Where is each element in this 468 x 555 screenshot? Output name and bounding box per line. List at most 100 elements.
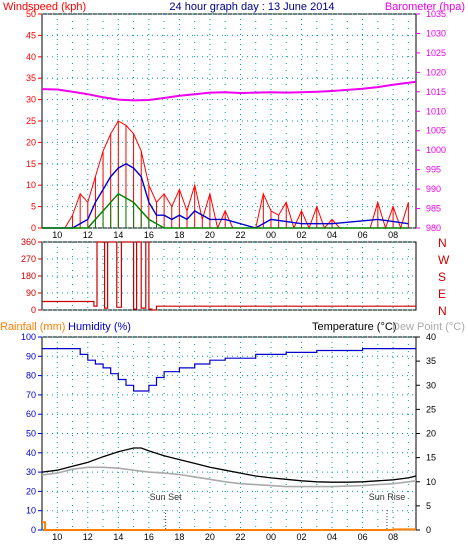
y2-tick-label: 980	[426, 223, 441, 233]
y-tick-label: 5	[31, 202, 36, 212]
series-humidity	[42, 348, 416, 392]
y2-tick-label: 1000	[426, 145, 446, 155]
x-tick-label: 02	[297, 532, 307, 542]
temperature-axis-title: Temperature (°C)	[312, 321, 396, 333]
annotation-label: Sun Rise	[369, 492, 406, 502]
y2-tick-label: 15	[426, 453, 436, 463]
y2-tick-label: 1030	[426, 28, 446, 38]
x-tick-label: 16	[144, 230, 154, 240]
y2-tick-label: 990	[426, 184, 441, 194]
y-tick-label: 90	[26, 351, 36, 361]
y2-tick-label: 1025	[426, 48, 446, 58]
y-tick-label: 15	[26, 159, 36, 169]
y-tick-label: 30	[26, 95, 36, 105]
y-tick-label: 40	[26, 52, 36, 62]
y-tick-label: 180	[21, 271, 36, 281]
x-tick-label: 18	[174, 532, 184, 542]
x-tick-label: 16	[144, 532, 154, 542]
panel-frame	[41, 241, 417, 311]
y-tick-label: 50	[26, 9, 36, 19]
dewpoint-axis-title: Dew Point (°C)	[392, 321, 465, 333]
rainfall-axis-title: Rainfall (mm)	[0, 321, 65, 333]
y2-tick-label: 25	[426, 404, 436, 414]
y2-tick-label: 10	[426, 477, 436, 487]
x-tick-label: 14	[113, 532, 123, 542]
series-low	[42, 192, 409, 229]
wind-barometer-panel: 0510152025303540455098098599099510001005…	[26, 9, 446, 240]
compass-label: N	[438, 304, 447, 318]
y-tick-label: 30	[26, 467, 36, 477]
series-temperature	[41, 447, 417, 483]
x-tick-label: 12	[83, 230, 93, 240]
series-barometer	[41, 80, 417, 102]
y-tick-label: 0	[31, 223, 36, 233]
y2-tick-label: 1010	[426, 106, 446, 116]
x-tick-label: 04	[327, 532, 337, 542]
wind-axis-title: Windspeed (kph)	[3, 1, 86, 13]
y2-tick-label: 1005	[426, 126, 446, 136]
y2-tick-label: 1020	[426, 67, 446, 77]
y-tick-label: 20	[26, 137, 36, 147]
y-tick-label: 25	[26, 116, 36, 126]
compass-label: W	[438, 253, 450, 267]
y2-tick-label: 30	[426, 380, 436, 390]
humidity-temperature-panel: 0102030405060708090100051015202530354010…	[21, 332, 436, 542]
y2-tick-label: 20	[426, 429, 436, 439]
annotation-label: Sun Set	[150, 492, 183, 502]
x-tick-label: 12	[83, 532, 93, 542]
x-tick-label: 06	[358, 532, 368, 542]
compass-label: E	[438, 287, 446, 301]
y-tick-label: 45	[26, 30, 36, 40]
y-tick-label: 270	[21, 254, 36, 264]
y2-tick-label: 40	[426, 332, 436, 342]
x-tick-label: 22	[235, 230, 245, 240]
y-tick-label: 70	[26, 390, 36, 400]
y-tick-label: 80	[26, 371, 36, 381]
x-tick-label: 02	[297, 230, 307, 240]
x-tick-label: 08	[388, 532, 398, 542]
y-tick-label: 20	[26, 486, 36, 496]
y-tick-label: 360	[21, 237, 36, 247]
x-tick-label: 00	[266, 532, 276, 542]
y-tick-label: 35	[26, 73, 36, 83]
y-tick-label: 50	[26, 429, 36, 439]
humidity-axis-title: Humidity (%)	[68, 321, 131, 333]
x-tick-label: 20	[205, 532, 215, 542]
x-tick-label: 14	[113, 230, 123, 240]
x-tick-label: 20	[205, 230, 215, 240]
y-tick-label: 10	[26, 180, 36, 190]
x-tick-label: 18	[174, 230, 184, 240]
compass-label: N	[438, 236, 447, 250]
y2-tick-label: 985	[426, 204, 441, 214]
panel-frame	[41, 13, 417, 229]
y2-tick-label: 1035	[426, 9, 446, 19]
y-tick-label: 90	[26, 288, 36, 298]
y-tick-label: 10	[26, 506, 36, 516]
compass-label: S	[438, 270, 446, 284]
x-tick-label: 00	[266, 230, 276, 240]
x-tick-label: 08	[388, 230, 398, 240]
x-tick-label: 06	[358, 230, 368, 240]
x-tick-label: 04	[327, 230, 337, 240]
x-tick-label: 22	[235, 532, 245, 542]
y2-tick-label: 5	[426, 501, 431, 511]
y-tick-label: 60	[26, 409, 36, 419]
y-tick-label: 100	[21, 332, 36, 342]
y2-tick-label: 0	[426, 525, 431, 535]
panel-frame	[41, 336, 417, 531]
x-tick-label: 10	[52, 230, 62, 240]
series-direction	[42, 241, 416, 311]
y2-tick-label: 995	[426, 165, 441, 175]
chart-title: 24 hour graph day : 13 June 2014	[169, 1, 334, 13]
y-tick-label: 0	[31, 525, 36, 535]
series-dewpoint	[41, 466, 417, 488]
barometer-axis-title: Barometer (hpa)	[385, 1, 465, 13]
y-tick-label: 40	[26, 448, 36, 458]
series-rainfall	[42, 521, 416, 531]
y2-tick-label: 1015	[426, 87, 446, 97]
y2-tick-label: 35	[426, 356, 436, 366]
x-tick-label: 10	[52, 532, 62, 542]
